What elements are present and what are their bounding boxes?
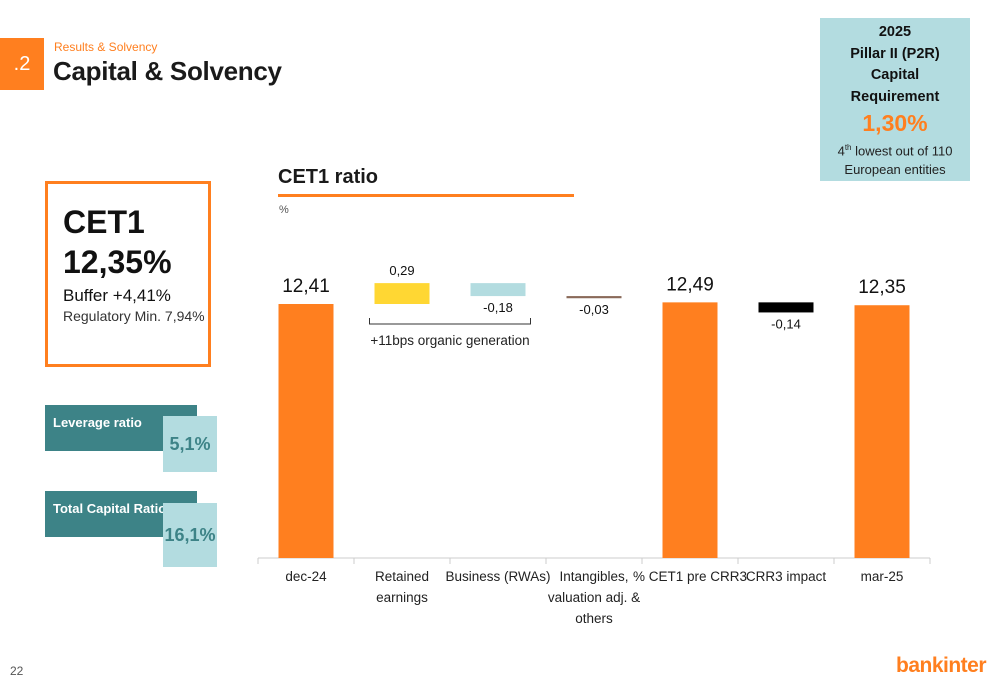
chart-title-underline — [278, 194, 574, 197]
total-capital-ratio-value: 16,1% — [163, 503, 217, 567]
page-title: Capital & Solvency — [53, 56, 282, 86]
bar-1 — [374, 283, 430, 304]
p2r-rank-text: lowest out of 110 — [851, 143, 953, 159]
data-label-5: -0,14 — [771, 316, 801, 331]
bar-0 — [278, 304, 334, 558]
cet1-box: CET1 12,35% Buffer +4,41% Regulatory Min… — [45, 181, 211, 367]
page-number: 22 — [10, 664, 24, 678]
x-tick-label-5: CRR3 impact — [746, 569, 827, 584]
data-label-1: 0,29 — [389, 263, 414, 278]
p2r-line3: Requirement — [850, 88, 940, 105]
p2r-box: 2025 Pillar II (P2R) Capital Requirement… — [820, 18, 970, 181]
data-label-0: 12,41 — [282, 276, 330, 297]
cet1-value: 12,35% — [63, 244, 172, 280]
p2r-rank-sup: th — [844, 143, 852, 152]
x-tick-label-4: % CET1 pre CRR3 — [633, 569, 747, 584]
total-capital-ratio-label: Total Capital Ratio — [53, 501, 167, 516]
p2r-line2: Capital — [870, 67, 920, 83]
section-subtitle: Results & Solvency — [54, 40, 158, 54]
data-label-6: 12,35 — [858, 277, 906, 298]
x-tick-label-0: dec-24 — [285, 569, 327, 584]
annotation-bracket — [369, 318, 531, 325]
chart-unit: % — [279, 204, 289, 216]
bankinter-logo: bankinter — [896, 654, 987, 677]
x-tick-label-3: valuation adj. & — [548, 590, 640, 605]
chart-title: CET1 ratio — [278, 166, 379, 188]
section-badge: .2 — [0, 38, 44, 90]
p2r-rank-num: 4 — [837, 143, 845, 159]
bar-3 — [566, 296, 622, 299]
bar-6 — [854, 305, 910, 558]
x-tick-label-3: others — [575, 611, 613, 626]
leverage-ratio-value: 5,1% — [163, 416, 217, 472]
data-label-4: 12,49 — [666, 274, 714, 295]
p2r-rank: 4th lowest out of 110 — [820, 138, 970, 160]
annotation-label: +11bps organic generation — [370, 333, 529, 348]
p2r-line1: Pillar II (P2R) — [850, 45, 940, 62]
cet1-buffer: Buffer +4,41% — [63, 286, 171, 305]
cet1-reg-min: Regulatory Min. 7,94% — [63, 308, 205, 324]
p2r-rank-text2: European entities — [844, 162, 946, 178]
leverage-ratio-label: Leverage ratio — [53, 415, 142, 430]
x-tick-label-1: Retained — [375, 569, 429, 584]
x-tick-label-2: Business (RWAs) — [445, 569, 550, 584]
p2r-value: 1,30% — [862, 110, 928, 136]
bar-5 — [758, 302, 814, 313]
x-tick-label-6: mar-25 — [861, 569, 904, 584]
bar-4 — [662, 302, 718, 558]
data-label-3: -0,03 — [579, 302, 609, 317]
data-label-2: -0,18 — [483, 300, 513, 315]
cet1-waterfall-chart: 12,41 dec-24 0,29 Retained earnings -0,18 Busi… — [257, 263, 931, 626]
x-tick-label-3: Intangibles, — [559, 569, 628, 584]
cet1-label: CET1 — [63, 204, 145, 240]
x-tick-label-1: earnings — [376, 590, 428, 605]
p2r-year: 2025 — [878, 24, 912, 40]
bar-2 — [470, 283, 526, 297]
